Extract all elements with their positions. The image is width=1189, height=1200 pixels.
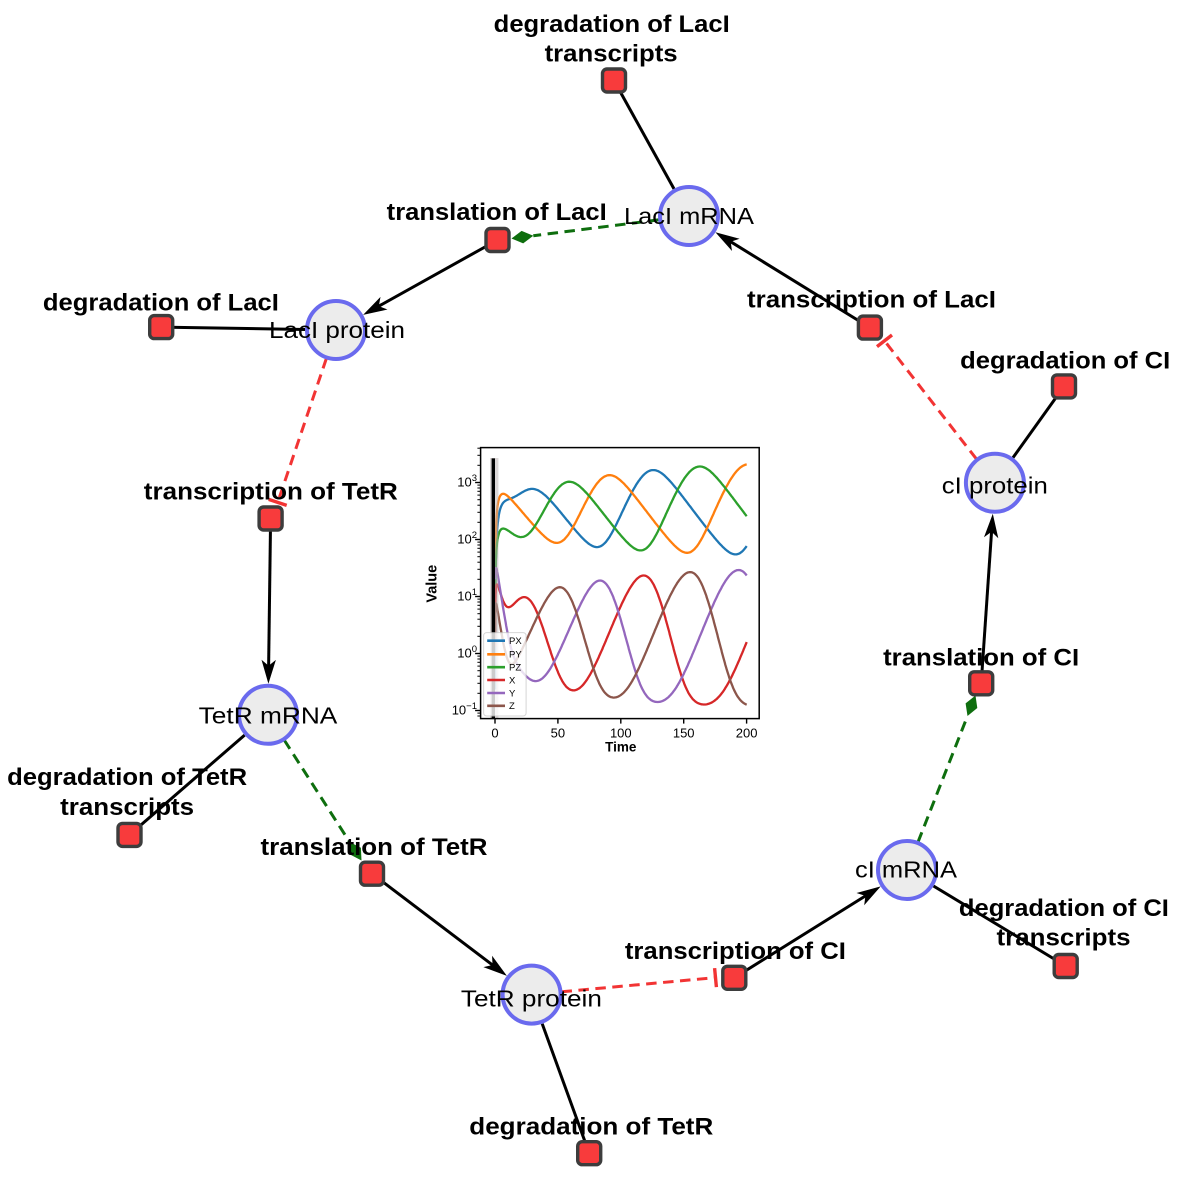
svg-text:transcription of LacI: transcription of LacI <box>747 287 996 314</box>
svg-text:TetR mRNA: TetR mRNA <box>199 702 338 728</box>
svg-text:cI protein: cI protein <box>942 472 1048 498</box>
svg-text:degradation of CI: degradation of CI <box>960 348 1170 375</box>
svg-text:transcripts: transcripts <box>545 40 678 67</box>
svg-text:transcripts: transcripts <box>997 925 1131 952</box>
svg-text:Value: Value <box>425 565 441 603</box>
svg-text:translation of CI: translation of CI <box>883 645 1079 672</box>
svg-text:LacI mRNA: LacI mRNA <box>624 203 755 229</box>
svg-text:150: 150 <box>673 726 695 741</box>
svg-text:PZ: PZ <box>509 663 521 674</box>
svg-text:100: 100 <box>610 726 632 741</box>
svg-text:degradation of TetR: degradation of TetR <box>7 764 247 791</box>
svg-text:PX: PX <box>509 636 522 647</box>
svg-text:200: 200 <box>736 726 758 741</box>
svg-text:Y: Y <box>509 688 516 699</box>
svg-text:translation of TetR: translation of TetR <box>261 834 488 861</box>
svg-text:transcripts: transcripts <box>60 794 194 821</box>
svg-text:degradation of CI: degradation of CI <box>959 895 1169 922</box>
svg-text:50: 50 <box>551 726 565 741</box>
svg-text:LacI protein: LacI protein <box>269 317 405 343</box>
svg-text:translation of LacI: translation of LacI <box>387 199 607 226</box>
svg-text:X: X <box>509 675 516 686</box>
svg-text:transcription of CI: transcription of CI <box>625 938 846 965</box>
svg-text:transcription of TetR: transcription of TetR <box>144 478 398 505</box>
svg-text:degradation of LacI: degradation of LacI <box>494 11 730 38</box>
svg-text:PY: PY <box>509 650 522 661</box>
svg-text:cI mRNA: cI mRNA <box>855 856 958 882</box>
svg-text:0: 0 <box>491 726 498 741</box>
svg-text:Z: Z <box>509 701 515 712</box>
svg-text:degradation of LacI: degradation of LacI <box>43 289 279 316</box>
svg-text:TetR protein: TetR protein <box>461 985 602 1011</box>
svg-text:degradation of TetR: degradation of TetR <box>469 1114 713 1141</box>
svg-text:Time: Time <box>605 740 637 755</box>
